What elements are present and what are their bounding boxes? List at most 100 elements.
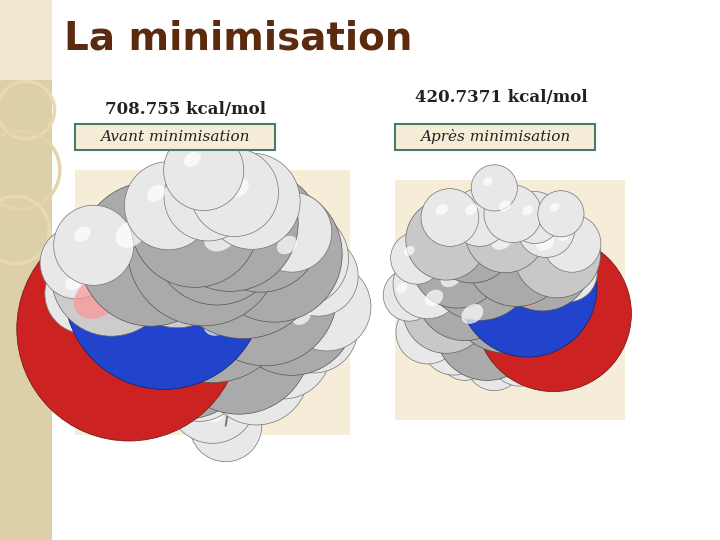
Ellipse shape <box>491 230 513 250</box>
Ellipse shape <box>272 213 289 228</box>
Circle shape <box>253 211 348 307</box>
Circle shape <box>121 215 233 328</box>
Circle shape <box>51 291 163 402</box>
Circle shape <box>451 188 508 246</box>
Ellipse shape <box>554 259 567 271</box>
Circle shape <box>156 333 243 421</box>
Circle shape <box>228 247 356 375</box>
Circle shape <box>493 213 591 311</box>
Circle shape <box>488 323 552 386</box>
Circle shape <box>403 267 490 353</box>
Ellipse shape <box>453 240 476 261</box>
Ellipse shape <box>153 319 181 345</box>
Ellipse shape <box>178 356 197 373</box>
Ellipse shape <box>79 320 103 341</box>
Ellipse shape <box>503 309 524 328</box>
Circle shape <box>438 328 490 380</box>
Circle shape <box>484 185 541 242</box>
Circle shape <box>479 283 577 381</box>
Ellipse shape <box>166 214 199 243</box>
Ellipse shape <box>438 328 451 341</box>
Ellipse shape <box>135 376 153 392</box>
Circle shape <box>546 310 598 362</box>
Circle shape <box>204 321 309 425</box>
Ellipse shape <box>115 242 157 280</box>
Circle shape <box>538 191 584 237</box>
Ellipse shape <box>186 211 212 235</box>
Circle shape <box>193 221 338 366</box>
Circle shape <box>204 153 300 249</box>
Circle shape <box>70 292 206 428</box>
Ellipse shape <box>299 257 315 273</box>
Ellipse shape <box>494 255 523 282</box>
Ellipse shape <box>174 265 207 295</box>
Text: 708.755 kcal/mol: 708.755 kcal/mol <box>105 102 266 118</box>
Circle shape <box>406 199 487 280</box>
Circle shape <box>201 172 321 292</box>
Circle shape <box>127 174 280 326</box>
Circle shape <box>191 148 279 237</box>
Circle shape <box>476 236 631 392</box>
Ellipse shape <box>425 289 444 306</box>
Ellipse shape <box>208 409 223 422</box>
Circle shape <box>421 188 479 246</box>
Ellipse shape <box>426 221 444 236</box>
Ellipse shape <box>522 205 534 215</box>
Ellipse shape <box>184 152 201 167</box>
Circle shape <box>252 192 332 272</box>
Circle shape <box>45 254 125 334</box>
Ellipse shape <box>213 172 231 188</box>
Circle shape <box>422 312 485 375</box>
Circle shape <box>509 192 561 244</box>
Ellipse shape <box>66 275 82 290</box>
Ellipse shape <box>145 359 161 374</box>
Circle shape <box>118 283 254 419</box>
Circle shape <box>464 202 569 306</box>
Circle shape <box>40 227 112 299</box>
Circle shape <box>54 205 134 285</box>
Bar <box>395 180 625 420</box>
Circle shape <box>163 131 244 211</box>
Circle shape <box>153 177 281 305</box>
FancyBboxPatch shape <box>75 124 275 150</box>
Circle shape <box>64 189 264 389</box>
Circle shape <box>517 200 575 258</box>
Ellipse shape <box>277 236 297 254</box>
Ellipse shape <box>74 276 121 319</box>
Ellipse shape <box>231 204 257 227</box>
Ellipse shape <box>451 219 469 236</box>
Ellipse shape <box>305 286 324 303</box>
Bar <box>75 170 350 435</box>
Ellipse shape <box>82 248 107 271</box>
Ellipse shape <box>292 308 310 325</box>
Circle shape <box>391 232 443 284</box>
Circle shape <box>435 276 539 381</box>
Circle shape <box>206 186 342 322</box>
Ellipse shape <box>163 193 191 218</box>
Circle shape <box>125 161 212 249</box>
Ellipse shape <box>516 277 548 307</box>
Circle shape <box>393 249 462 319</box>
Ellipse shape <box>435 240 454 258</box>
Ellipse shape <box>147 185 166 202</box>
Ellipse shape <box>549 203 559 212</box>
Text: Après minimisation: Après minimisation <box>420 130 570 145</box>
Circle shape <box>539 244 597 302</box>
Ellipse shape <box>559 323 570 334</box>
Circle shape <box>17 217 241 441</box>
Circle shape <box>278 236 358 316</box>
Circle shape <box>459 219 597 357</box>
Circle shape <box>235 303 331 399</box>
Bar <box>0 0 52 540</box>
Ellipse shape <box>58 246 73 260</box>
Circle shape <box>415 242 514 341</box>
Ellipse shape <box>259 328 279 347</box>
Circle shape <box>465 192 546 273</box>
Ellipse shape <box>260 281 287 306</box>
Circle shape <box>514 211 600 298</box>
Circle shape <box>124 338 204 417</box>
Circle shape <box>78 182 223 326</box>
Ellipse shape <box>231 348 253 368</box>
Text: 420.7371 kcal/mol: 420.7371 kcal/mol <box>415 89 588 105</box>
Ellipse shape <box>101 363 117 378</box>
